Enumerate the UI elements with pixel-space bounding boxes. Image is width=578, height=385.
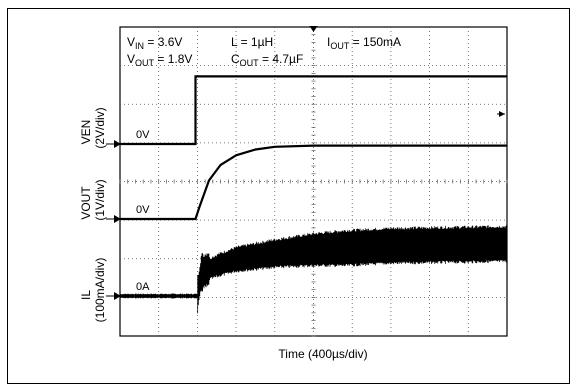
condition-text: VOUT = 1.8V	[127, 52, 192, 68]
channel-labels: VEN (2V/div) 0V VOUT (1V/div) 0V IL (100mA/div)…	[79, 107, 150, 322]
channel-zero-label: 0V	[136, 129, 150, 141]
channel-scale: (100mA/div)	[93, 258, 107, 323]
condition-text: VIN = 3.6V	[127, 35, 182, 51]
condition-value: = 3.6V	[144, 35, 182, 49]
channel-name: VOUT	[79, 186, 93, 220]
condition-value: = 1.8V	[154, 52, 192, 66]
condition-subscript: OUT	[240, 58, 260, 68]
condition-value: = 4.7µF	[259, 52, 304, 66]
channel-scale: (1V/div)	[93, 179, 107, 220]
trigger-marker	[310, 26, 318, 32]
condition-base: V	[127, 52, 135, 66]
channel-scale: (2V/div)	[93, 107, 107, 148]
condition-text: COUT = 4.7µF	[231, 52, 303, 68]
condition-subscript: OUT	[135, 58, 155, 68]
condition-base: L = 1µH	[231, 35, 273, 49]
condition-base: V	[127, 35, 135, 49]
condition-base: C	[231, 52, 240, 66]
channel-name: IL	[79, 290, 93, 300]
condition-text: L = 1µH	[231, 35, 273, 49]
channel-name: VEN	[79, 120, 93, 145]
grid	[120, 26, 507, 336]
channel-zero-label: 0V	[136, 204, 150, 216]
condition-value: = 150mA	[349, 35, 401, 49]
condition-subscript: IN	[135, 41, 144, 51]
trace-ven	[120, 76, 507, 144]
x-axis-label: Time (400µs/div)	[278, 347, 367, 361]
channel-zero-label: 0A	[136, 281, 150, 293]
condition-subscript: OUT	[330, 41, 350, 51]
condition-text: IOUT = 150mA	[327, 35, 401, 51]
